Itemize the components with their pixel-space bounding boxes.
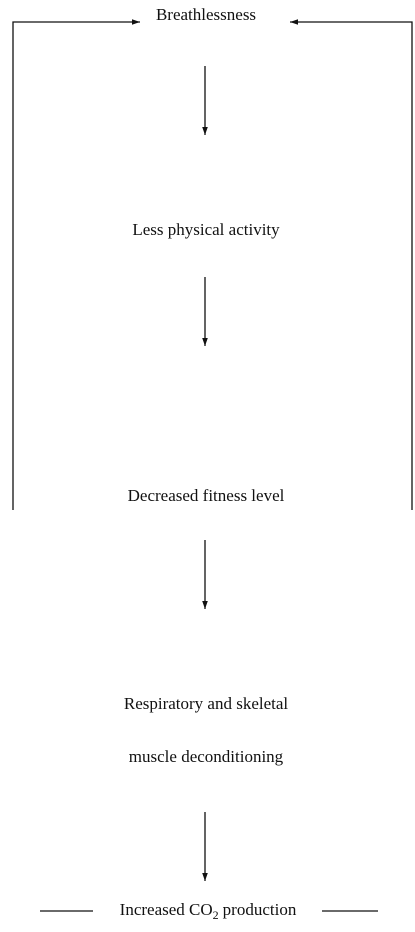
node-label: Less physical activity xyxy=(132,220,280,239)
feedback-arrow-right xyxy=(290,19,413,510)
label-subscript: 2 xyxy=(213,908,219,922)
node-label: Decreased fitness level xyxy=(128,486,285,505)
label-text: production xyxy=(223,900,297,919)
node-label: Respiratory and skeletal xyxy=(124,694,289,713)
node-label: Increased CO2 production xyxy=(120,900,297,922)
node-label: muscle deconditioning xyxy=(129,747,284,766)
feedback-arrow-left xyxy=(12,19,140,510)
node-label: Breathlessness xyxy=(156,5,256,24)
label-text: Increased CO xyxy=(120,900,213,919)
